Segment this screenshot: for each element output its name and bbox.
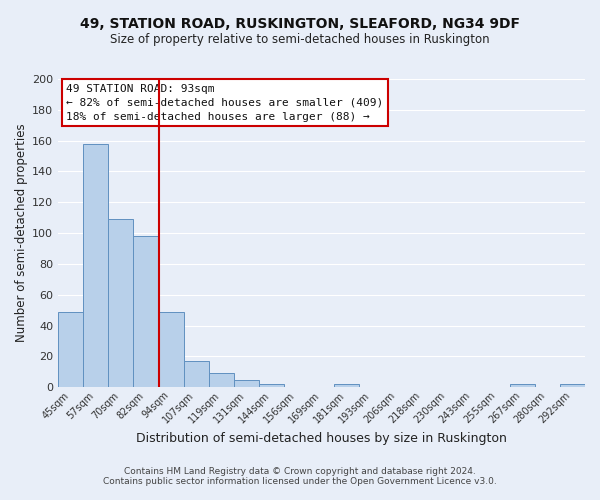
Bar bbox=[209, 374, 234, 388]
Text: Contains public sector information licensed under the Open Government Licence v3: Contains public sector information licen… bbox=[103, 477, 497, 486]
X-axis label: Distribution of semi-detached houses by size in Ruskington: Distribution of semi-detached houses by … bbox=[136, 432, 507, 445]
Text: Contains HM Land Registry data © Crown copyright and database right 2024.: Contains HM Land Registry data © Crown c… bbox=[124, 467, 476, 476]
Bar bbox=[234, 380, 259, 388]
Bar bbox=[158, 312, 184, 388]
Text: 49, STATION ROAD, RUSKINGTON, SLEAFORD, NG34 9DF: 49, STATION ROAD, RUSKINGTON, SLEAFORD, … bbox=[80, 18, 520, 32]
Y-axis label: Number of semi-detached properties: Number of semi-detached properties bbox=[15, 124, 28, 342]
Bar bbox=[184, 361, 209, 388]
Bar bbox=[83, 144, 109, 388]
Bar bbox=[259, 384, 284, 388]
Bar bbox=[334, 384, 359, 388]
Text: 49 STATION ROAD: 93sqm
← 82% of semi-detached houses are smaller (409)
18% of se: 49 STATION ROAD: 93sqm ← 82% of semi-det… bbox=[66, 84, 383, 122]
Bar bbox=[133, 236, 158, 388]
Bar bbox=[510, 384, 535, 388]
Bar bbox=[58, 312, 83, 388]
Text: Size of property relative to semi-detached houses in Ruskington: Size of property relative to semi-detach… bbox=[110, 32, 490, 46]
Bar bbox=[560, 384, 585, 388]
Bar bbox=[109, 220, 133, 388]
